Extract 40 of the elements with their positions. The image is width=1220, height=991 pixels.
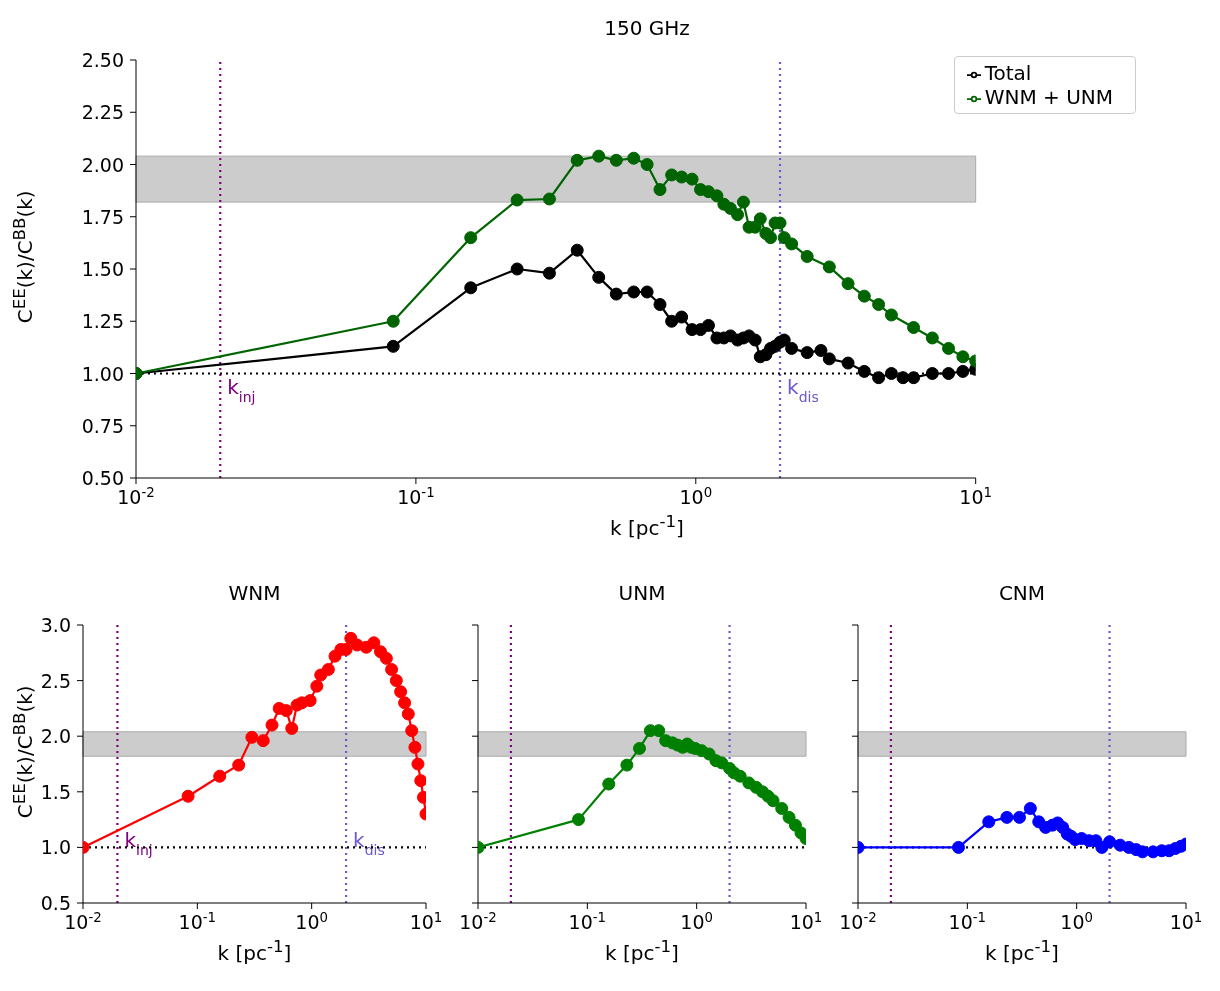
x-tick-label: 10$^{-1}$	[568, 909, 607, 933]
x-tick-label: 10$^{1}$	[959, 484, 992, 508]
y-tick-label: 2.50	[81, 49, 124, 71]
y-tick-label: 0.75	[81, 414, 124, 437]
x-tick-label: 10$^{-1}$	[178, 909, 217, 933]
y-tick-label: 2.25	[81, 101, 124, 124]
x-tick-label: 10$^{0}$	[680, 909, 713, 933]
y-tick-label: 1.25	[81, 310, 124, 333]
x-tick-label: 10$^{0}$	[1060, 909, 1093, 933]
ref-line-label: k$_{dis}$	[787, 375, 819, 406]
y-tick-label: 2.0	[40, 725, 71, 748]
x-tick-label: 10$^{0}$	[295, 909, 328, 933]
ref-line-label: k$_{inj}$	[227, 375, 256, 406]
x-tick-label: 10$^{1}$	[789, 909, 823, 933]
chart-title: CNM	[997, 581, 1047, 605]
y-tick-label: 1.00	[81, 362, 124, 385]
y-tick-label: 2.00	[81, 153, 124, 176]
legend-label: WNM + UNM	[984, 85, 1113, 109]
x-tick-label: 10$^{-1}$	[948, 909, 987, 933]
x-tick-label: 10$^{-2}$	[839, 909, 877, 933]
x-tick-label: 10$^{-1}$	[397, 484, 435, 508]
x-tick-label: 10$^{-2}$	[459, 909, 497, 933]
y-tick-label: 1.5	[40, 780, 71, 803]
x-tick-label: 10$^{1}$	[1169, 909, 1203, 933]
x-axis-title: k [pc$^{-1}$]	[984, 937, 1060, 965]
x-tick-label: 10$^{0}$	[679, 484, 713, 508]
chart-title: WNM	[227, 581, 282, 605]
y-tick-label: 3.0	[40, 614, 71, 636]
x-axis-title: k [pc$^{-1}$]	[216, 937, 293, 965]
y-tick-label: 1.50	[81, 258, 124, 280]
legend-label: Total	[984, 61, 1032, 85]
y-tick-label: 1.75	[81, 205, 124, 228]
chart-title: UNM	[617, 581, 667, 605]
y-tick-label: 1.0	[40, 836, 71, 859]
chart-title: 150 GHz	[603, 16, 691, 40]
ref-line-label: k$_{dis}$	[353, 828, 385, 859]
x-axis-title: k [pc$^{-1}$]	[604, 937, 680, 965]
x-axis-title: k [pc$^{-1}$]	[609, 512, 685, 540]
y-tick-label: 2.5	[40, 669, 71, 692]
x-tick-label: 10$^{1}$	[409, 909, 443, 933]
